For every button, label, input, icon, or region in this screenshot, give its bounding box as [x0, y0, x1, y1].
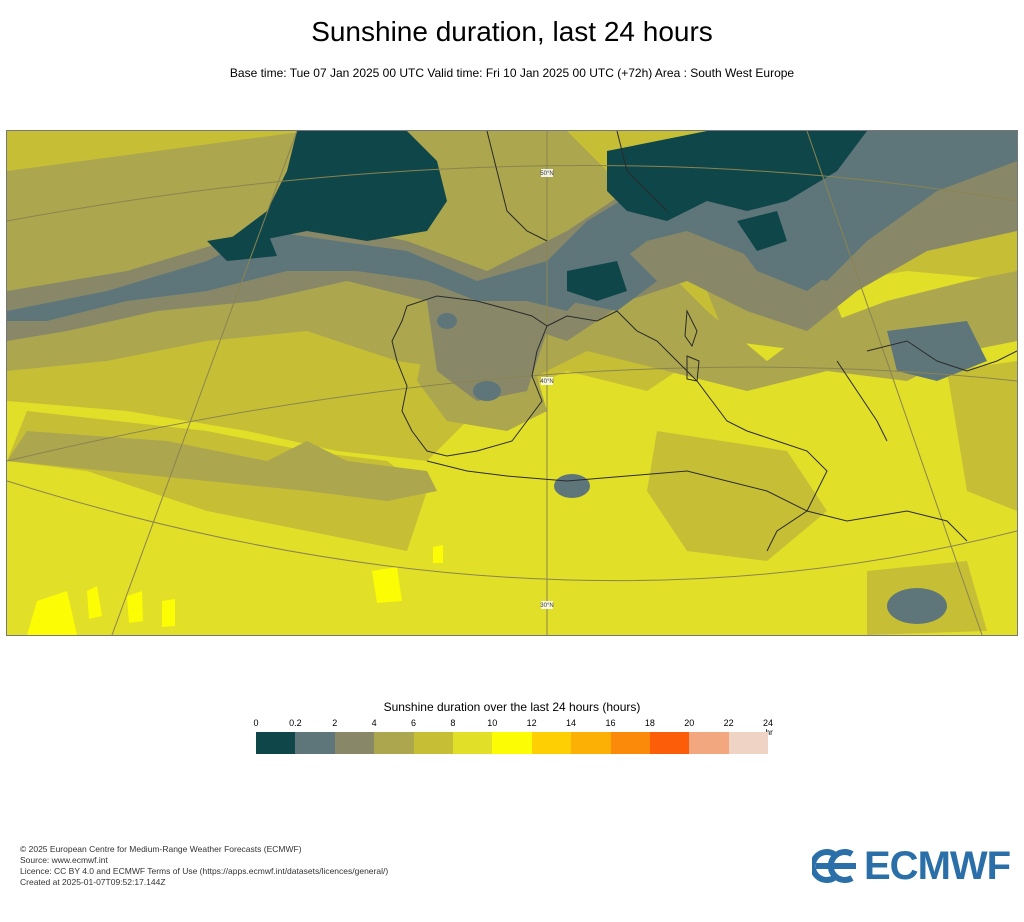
ecmwf-logo-text: ECMWF: [864, 844, 1011, 888]
footer-licence: Licence: CC BY 4.0 and ECMWF Terms of Us…: [20, 866, 389, 876]
colorbar-segment: [689, 732, 729, 754]
field-0-0.2: [207, 131, 867, 301]
colorbar-segment: [649, 732, 690, 754]
colorbar-segment: [334, 732, 375, 754]
chart-title: Sunshine duration, last 24 hours: [311, 16, 713, 47]
colorbar-tick-label: 0: [253, 718, 259, 728]
ecmwf-logo: ECMWF: [812, 844, 1011, 888]
colorbar-tick-label: 8: [450, 718, 456, 728]
colorbar-tick-label: 16: [605, 718, 616, 728]
sunshine-map: 50°N 40°N 30°N: [6, 130, 1018, 636]
colorbar-segment: [413, 732, 453, 754]
colorbar-tick-label: 14: [566, 718, 577, 728]
colorbar-tick-label: 2: [332, 718, 338, 728]
colorbar-tick-label: 4: [371, 718, 377, 728]
footer-source: Source: www.ecmwf.int: [20, 855, 108, 865]
colorbar-tick-label: 12: [526, 718, 537, 728]
chart-subtitle: Base time: Tue 07 Jan 2025 00 UTC Valid …: [229, 66, 795, 80]
colorbar-tick-label: 6: [411, 718, 417, 728]
legend-title: Sunshine duration over the last 24 hours…: [383, 700, 641, 714]
colorbar-segment: [531, 732, 572, 754]
lat-label-30: 30°N: [540, 603, 553, 609]
footer-created: Created at 2025-01-07T09:52:17.144Z: [20, 877, 166, 887]
colorbar-tick-label: 24: [762, 718, 773, 728]
colorbar: [256, 732, 769, 754]
colorbar-segment: [492, 732, 532, 754]
colorbar-tick-label: 10: [487, 718, 498, 728]
ecmwf-logo-icon: [812, 849, 856, 883]
graticule: [7, 131, 1017, 635]
coastlines: [391, 131, 1017, 552]
lat-label-40: 40°N: [540, 379, 553, 385]
footer: © 2025 European Centre for Medium-Range …: [20, 844, 388, 888]
colorbar-segment: [452, 732, 493, 754]
colorbar-tick-label: 20: [684, 718, 695, 728]
colorbar-segment: [295, 732, 335, 754]
latitude-labels: 50°N 40°N 30°N: [540, 169, 554, 609]
field-10-12: [27, 545, 443, 635]
colorbar-segment: [610, 732, 650, 754]
colorbar-segment: [256, 732, 296, 754]
lat-label-50: 50°N: [540, 171, 553, 177]
footer-copyright: © 2025 European Centre for Medium-Range …: [20, 844, 302, 854]
colorbar-segment: [571, 732, 611, 754]
colorbar-tick-label: 18: [644, 718, 655, 728]
colorbar-tick-label: 22: [723, 718, 734, 728]
map-canvas: 50°N 40°N 30°N: [7, 131, 1017, 635]
colorbar-segment: [374, 732, 414, 754]
colorbar-segment: [728, 732, 769, 754]
colorbar-tick-label: 0.2: [289, 718, 302, 728]
